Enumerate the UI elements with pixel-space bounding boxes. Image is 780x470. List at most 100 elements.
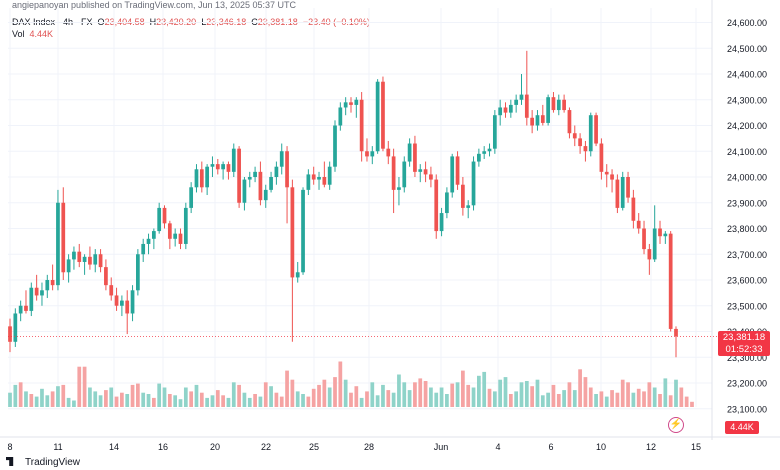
- volume-bar: [413, 382, 417, 407]
- volume-bar: [258, 396, 263, 407]
- candle-body: [285, 151, 289, 188]
- volume-bar: [162, 387, 167, 407]
- candle-body: [72, 251, 76, 260]
- candle-body: [418, 169, 423, 172]
- candle-body: [349, 102, 353, 105]
- y-tick-label: 23,700.00: [727, 250, 767, 260]
- candle-body: [455, 156, 460, 185]
- candle-body: [141, 243, 146, 255]
- volume-bar: [652, 387, 657, 407]
- volume-bar: [402, 382, 407, 407]
- volume-bar: [407, 390, 412, 407]
- volume-bar: [34, 396, 39, 407]
- volume-bar: [386, 390, 391, 407]
- y-tick-label: 23,100.00: [727, 404, 767, 414]
- candle-body: [407, 143, 412, 162]
- candle-body: [642, 228, 646, 250]
- volume-bar: [397, 374, 401, 407]
- candle-body: [322, 177, 327, 185]
- volume-bar: [263, 382, 268, 407]
- candle-body: [519, 94, 524, 100]
- candle-body: [231, 148, 236, 172]
- candle-body: [636, 220, 641, 229]
- volume-bar: [359, 397, 364, 407]
- volume-bar: [205, 397, 210, 407]
- candle-body: [221, 164, 225, 170]
- volume-bar: [279, 396, 284, 407]
- candle-body: [317, 177, 321, 180]
- volume-bar: [663, 378, 668, 407]
- candle-body: [247, 177, 252, 180]
- volume-bar: [29, 394, 34, 407]
- volume-bar: [88, 387, 92, 407]
- volume-bar: [317, 384, 321, 407]
- volume-bar: [333, 377, 337, 407]
- volume-bar: [24, 391, 28, 407]
- candle-body: [658, 228, 662, 237]
- candle-body: [311, 174, 316, 180]
- candle-body: [109, 285, 114, 296]
- candle-body: [88, 256, 92, 265]
- candle-body: [61, 202, 66, 273]
- volume-bar: [157, 383, 162, 407]
- candle-body: [279, 151, 284, 167]
- x-tick-label: 14: [109, 442, 119, 452]
- candle-body: [327, 166, 332, 185]
- candle-body: [466, 205, 471, 208]
- candle-body: [556, 99, 561, 111]
- x-tick-label: 20: [210, 442, 220, 452]
- candle-body: [487, 148, 492, 152]
- candle-body: [237, 148, 241, 203]
- x-tick-label: 11: [53, 442, 62, 452]
- volume-bar: [546, 392, 550, 407]
- volume-bar: [61, 384, 66, 407]
- current-price-value: 23,381.18: [722, 332, 766, 343]
- candle-body: [631, 197, 636, 221]
- candle-body: [578, 138, 582, 147]
- candle-body: [402, 161, 407, 188]
- candle-body: [599, 143, 604, 172]
- x-tick-label: 15: [691, 442, 701, 452]
- volume-bar: [418, 378, 423, 407]
- volume-bar: [215, 390, 220, 407]
- candle-body: [295, 272, 300, 278]
- candle-body: [476, 153, 481, 162]
- x-tick-label: 4: [495, 442, 500, 452]
- candle-body: [45, 280, 50, 291]
- candle-body: [615, 179, 620, 208]
- candle-body: [572, 133, 577, 139]
- volume-bar: [72, 400, 76, 407]
- volume-bar: [56, 386, 60, 407]
- candle-body: [146, 238, 151, 244]
- candle-body: [77, 251, 82, 262]
- volume-bar: [370, 382, 375, 407]
- candle-body: [354, 99, 359, 105]
- volume-bar: [189, 391, 194, 407]
- tradingview-logo[interactable]: TradingView: [6, 457, 80, 468]
- y-tick-label: 24,100.00: [727, 147, 767, 157]
- candle-body: [173, 233, 178, 239]
- candle-body: [450, 156, 455, 193]
- volume-bar: [295, 391, 300, 407]
- candle-body: [269, 177, 273, 190]
- candle-body: [263, 189, 268, 201]
- volume-bar: [8, 392, 12, 407]
- candle-body: [210, 164, 215, 167]
- volume-label[interactable]: Vol: [12, 29, 25, 39]
- volume-bar: [482, 371, 487, 407]
- volume-bar: [66, 397, 71, 407]
- volume-bar: [615, 392, 620, 407]
- candle-body: [258, 171, 263, 201]
- volume-bar: [173, 395, 178, 407]
- candle-body: [551, 97, 556, 111]
- lightning-icon[interactable]: ⚡: [668, 417, 684, 433]
- volume-bar: [461, 370, 465, 407]
- candle-body: [524, 94, 529, 118]
- candle-body: [397, 187, 401, 190]
- volume-bar: [247, 397, 252, 407]
- volume-bar: [231, 382, 236, 407]
- volume-bar: [98, 395, 103, 407]
- bar-countdown: 01:52:33: [725, 343, 763, 355]
- candle-body: [674, 328, 678, 337]
